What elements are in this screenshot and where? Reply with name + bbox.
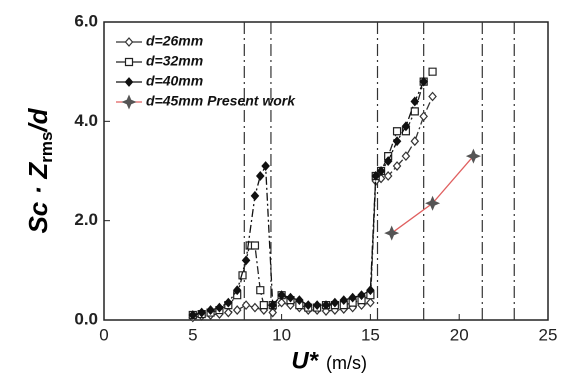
marker: [286, 292, 295, 303]
marker: [121, 94, 137, 110]
marker: [255, 171, 265, 181]
marker: [376, 166, 386, 176]
marker: [241, 300, 251, 311]
series-line: [391, 155, 474, 234]
x-tick-label: 0: [99, 325, 108, 344]
marker: [383, 171, 393, 181]
marker: [330, 297, 340, 308]
marker: [268, 300, 278, 311]
marker: [259, 301, 268, 310]
y-label-tail: /d: [23, 107, 53, 132]
plot-frame: [103, 21, 549, 321]
marker: [261, 161, 270, 171]
y-label-sub: rms: [37, 132, 56, 163]
marker: [250, 190, 260, 201]
marker: [419, 76, 428, 87]
marker: [241, 255, 251, 266]
marker: [428, 67, 437, 76]
y-tick-label: 2.0: [74, 210, 98, 229]
marker: [295, 295, 304, 306]
marker: [268, 307, 278, 318]
marker: [232, 285, 242, 296]
marker: [250, 241, 260, 250]
marker: [206, 305, 215, 315]
marker: [366, 285, 375, 296]
y-tick-label: 4.0: [74, 111, 98, 130]
marker: [392, 127, 402, 136]
marker: [321, 300, 331, 311]
y-tick-label: 0.0: [74, 309, 98, 328]
x-tick-label: 10: [272, 325, 291, 344]
legend-label: d=32mm: [146, 53, 203, 69]
marker: [256, 286, 265, 295]
marker: [312, 300, 322, 311]
marker: [465, 148, 481, 164]
marker: [366, 297, 375, 308]
marker: [392, 136, 402, 147]
marker: [188, 310, 198, 320]
marker: [124, 37, 134, 47]
y-label-main: Sc · Z: [23, 162, 53, 234]
marker: [410, 96, 420, 107]
x-tick-label: 25: [539, 325, 558, 344]
marker: [401, 151, 411, 162]
marker: [383, 156, 393, 166]
marker: [124, 77, 134, 87]
legend-label: d=45mm Present work: [146, 93, 296, 109]
marker: [197, 307, 206, 318]
marker: [428, 91, 437, 102]
marker: [277, 297, 286, 308]
marker: [401, 121, 411, 132]
series-line: [192, 81, 425, 316]
legend-label: d=26mm: [146, 33, 203, 49]
marker: [224, 297, 233, 308]
marker: [357, 290, 366, 301]
marker: [348, 292, 357, 303]
legend-label: d=40mm: [146, 73, 203, 89]
marker: [124, 57, 134, 67]
y-axis-label: Sc · Zrms/d: [23, 107, 57, 233]
marker: [371, 171, 381, 181]
marker: [250, 302, 260, 313]
marker: [215, 302, 224, 313]
marker: [303, 300, 313, 311]
marker: [419, 111, 428, 122]
marker: [232, 305, 242, 315]
marker: [410, 136, 420, 147]
marker: [277, 290, 286, 301]
x-tick-label: 20: [450, 325, 469, 344]
x-label-unit: (m/s): [326, 353, 367, 373]
marker: [392, 161, 402, 171]
x-tick-label: 5: [188, 325, 197, 344]
y-tick-label: 6.0: [74, 11, 98, 30]
marker: [410, 107, 419, 116]
x-label-main: U*: [291, 347, 319, 374]
marker: [425, 195, 441, 211]
marker: [339, 295, 349, 306]
marker: [224, 307, 233, 318]
x-tick-label: 15: [361, 325, 380, 344]
marker: [384, 225, 400, 241]
